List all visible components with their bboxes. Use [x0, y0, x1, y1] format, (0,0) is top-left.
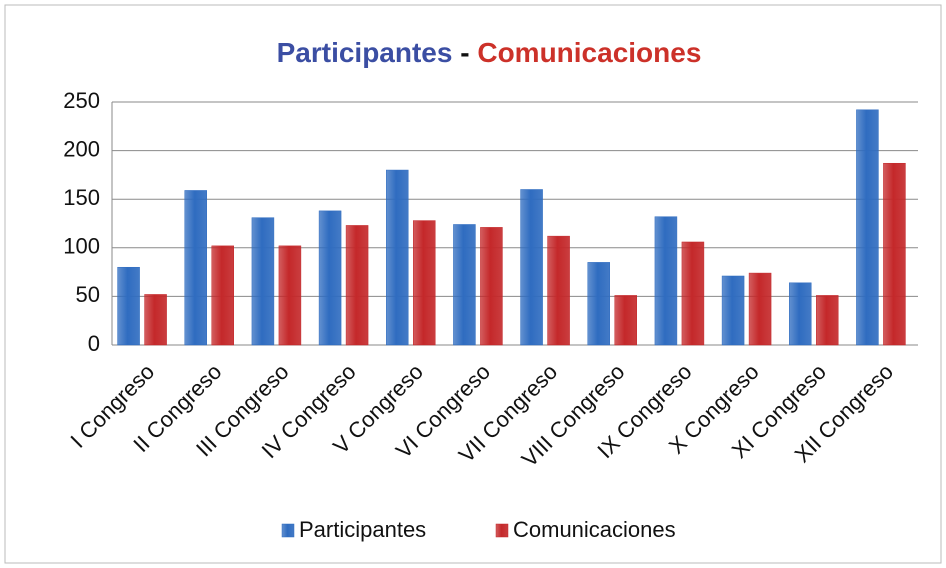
- legend-swatch: [281, 523, 295, 538]
- bar: [278, 245, 302, 346]
- bar: [211, 245, 234, 346]
- bar: [614, 295, 637, 346]
- legend-label: Comunicaciones: [513, 517, 676, 542]
- bar: [721, 275, 745, 346]
- bar: [184, 190, 207, 346]
- bar: [413, 220, 436, 346]
- bar: [117, 266, 140, 346]
- legend-swatch: [495, 523, 509, 538]
- title-part: Comunicaciones: [477, 37, 701, 68]
- bar: [480, 227, 503, 346]
- bar: [748, 272, 772, 346]
- bar: [386, 169, 409, 346]
- bar: [856, 109, 879, 346]
- bar: [144, 294, 167, 346]
- bar: [453, 224, 476, 346]
- y-tick-label: 200: [63, 136, 100, 161]
- bar: [789, 282, 812, 346]
- title-part: -: [460, 37, 469, 68]
- bar: [251, 217, 275, 346]
- y-tick-label: 50: [76, 282, 100, 307]
- y-tick-label: 0: [88, 331, 100, 356]
- bar: [345, 225, 369, 346]
- bar: [654, 216, 678, 346]
- bar: [816, 295, 839, 346]
- y-tick-label: 250: [63, 88, 100, 113]
- title-part: Participantes: [277, 37, 453, 68]
- bar: [520, 189, 543, 346]
- bar: [883, 162, 906, 346]
- y-tick-label: 150: [63, 185, 100, 210]
- bar: [681, 241, 705, 346]
- bar: [587, 262, 610, 346]
- chart-title: Participantes - Comunicaciones: [277, 37, 702, 68]
- y-tick-label: 100: [63, 234, 100, 259]
- legend-label: Participantes: [299, 517, 426, 542]
- bar: [318, 210, 342, 346]
- bar: [547, 235, 570, 346]
